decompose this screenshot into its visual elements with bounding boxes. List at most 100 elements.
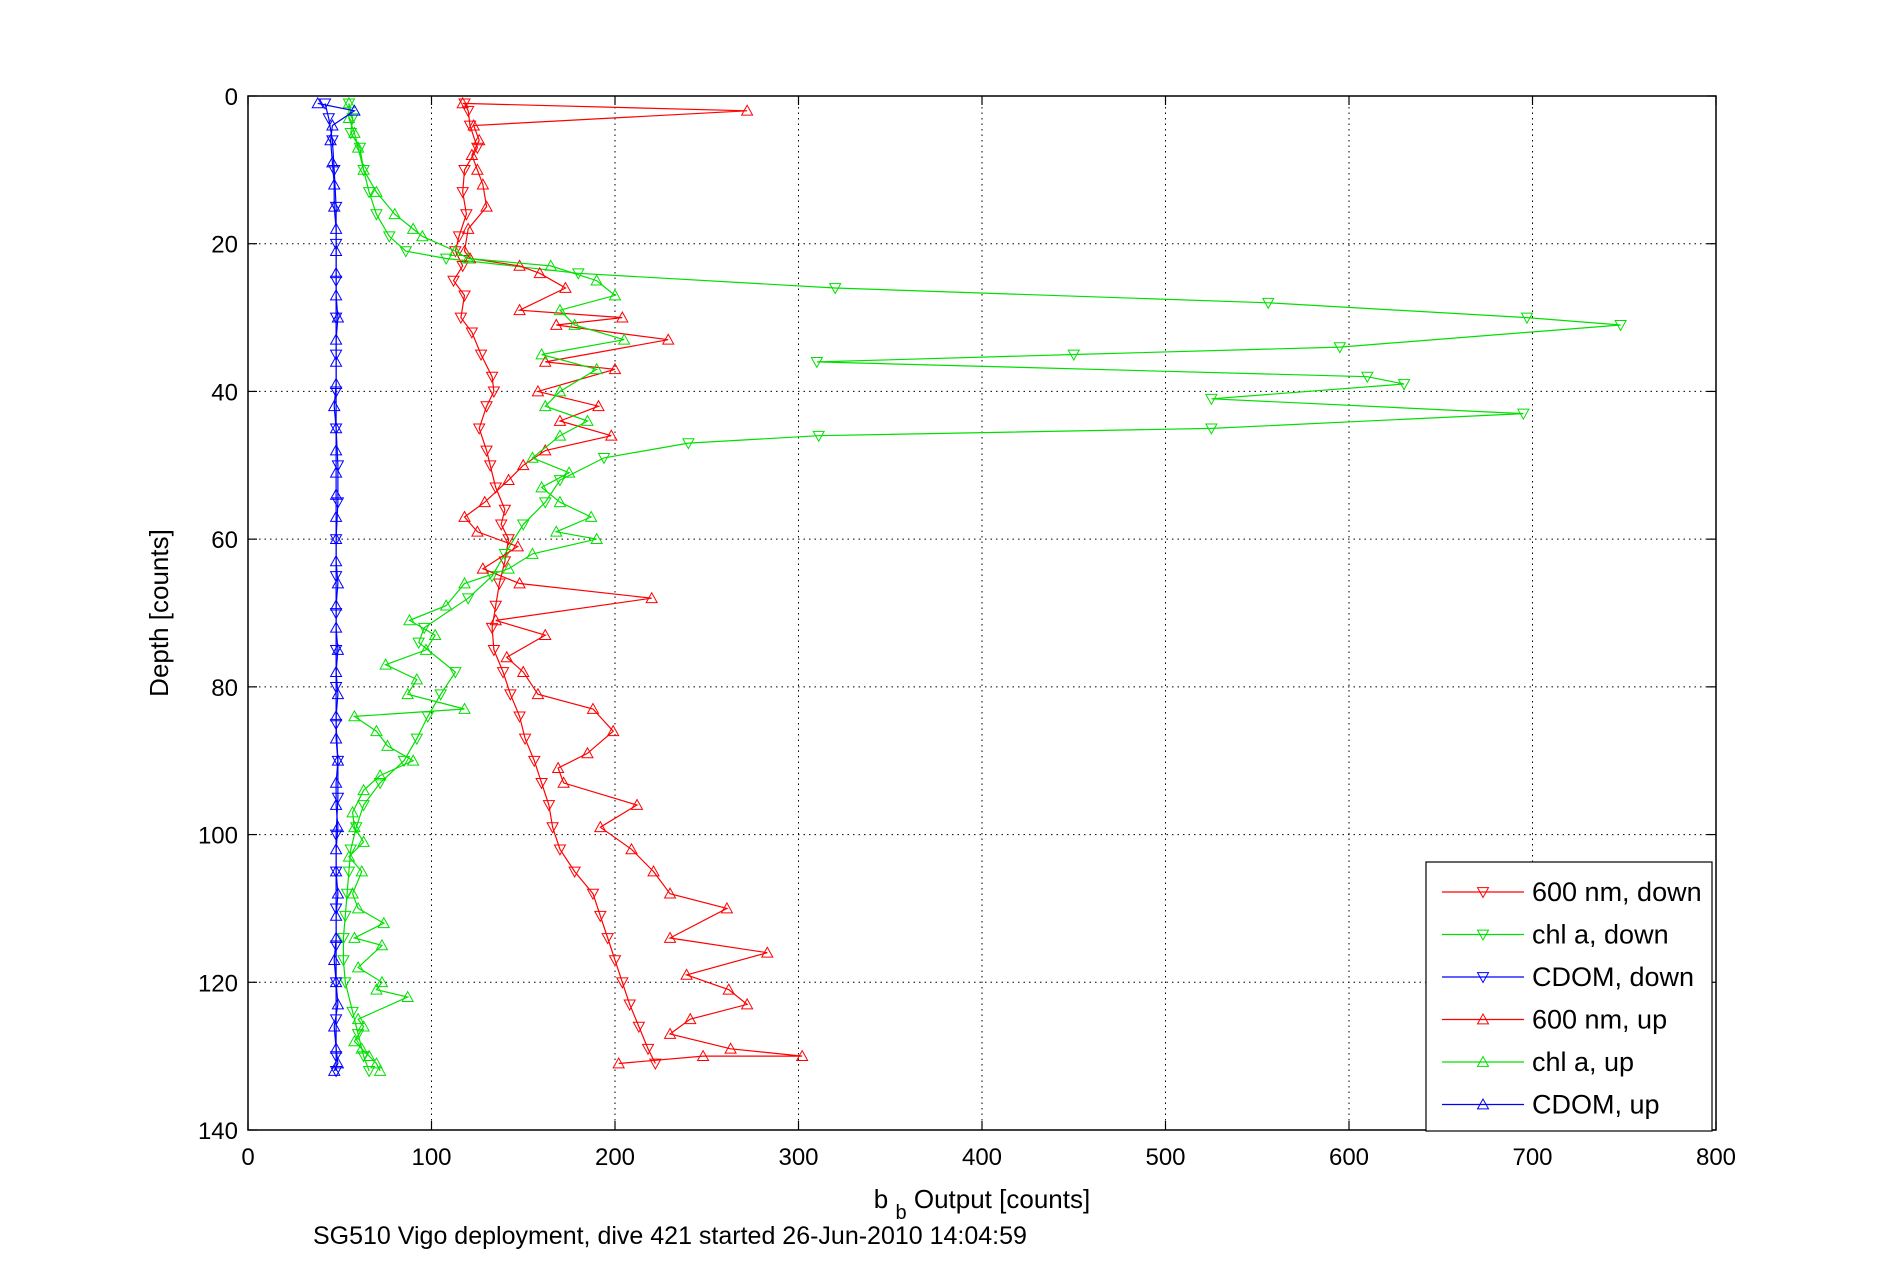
data-point <box>379 658 392 670</box>
data-point <box>720 901 734 914</box>
data-point <box>553 475 567 487</box>
data-point <box>1520 312 1534 325</box>
data-point <box>538 628 552 641</box>
data-point <box>516 458 530 471</box>
data-point <box>375 975 389 988</box>
data-point <box>329 599 343 611</box>
data-point <box>329 554 343 567</box>
plot-series <box>311 96 1627 1078</box>
data-point <box>590 362 603 375</box>
data-point <box>351 901 365 914</box>
series-chl-a-up <box>342 96 631 1076</box>
data-point <box>498 504 512 517</box>
data-point <box>456 96 470 109</box>
data-point <box>828 283 842 295</box>
data-point <box>329 776 343 788</box>
data-point <box>465 327 479 339</box>
data-point <box>474 349 488 362</box>
legend-item: CDOM, up <box>1442 1090 1660 1120</box>
data-point <box>553 303 567 316</box>
data-point <box>810 356 824 369</box>
data-point <box>535 777 548 790</box>
data-point <box>649 1058 662 1071</box>
data-point <box>760 946 774 958</box>
series-line <box>348 103 625 1072</box>
data-point <box>329 665 343 677</box>
data-point <box>329 443 343 456</box>
data-point <box>342 850 356 862</box>
data-point <box>357 1020 370 1032</box>
data-point <box>615 311 629 323</box>
data-point <box>489 613 503 626</box>
data-point <box>338 910 352 923</box>
data-point <box>615 977 629 989</box>
data-point <box>415 229 429 242</box>
data-point <box>329 681 343 694</box>
data-point <box>449 246 462 258</box>
data-point <box>494 519 508 531</box>
x-axis-label-subscript: b <box>896 1202 907 1224</box>
legend-marker <box>1476 1097 1490 1110</box>
data-point <box>1333 342 1347 354</box>
data-point <box>480 445 493 458</box>
x-axis-label-main: b <box>874 1184 888 1214</box>
data-point <box>604 429 618 441</box>
legend-item: chl a, down <box>1442 920 1669 950</box>
data-point <box>568 318 581 330</box>
data-point <box>680 968 693 980</box>
data-point <box>557 776 570 788</box>
legend-label: 600 nm, up <box>1532 1005 1667 1035</box>
data-point <box>500 650 514 663</box>
data-point <box>551 761 565 773</box>
data-point <box>382 231 396 243</box>
data-point <box>370 185 383 197</box>
legend-item: CDOM, down <box>1442 962 1694 992</box>
data-point <box>463 120 477 133</box>
data-point <box>351 1012 365 1025</box>
data-point <box>461 251 475 264</box>
data-point <box>329 1042 343 1054</box>
data-point <box>329 222 343 234</box>
data-point <box>348 931 361 943</box>
data-point <box>487 386 501 398</box>
data-point <box>412 637 426 650</box>
data-point <box>461 593 475 605</box>
data-point <box>612 1056 626 1069</box>
data-point <box>329 903 343 915</box>
data-point <box>346 113 359 125</box>
data-point <box>331 497 345 509</box>
data-point <box>351 141 365 153</box>
data-point <box>544 259 558 271</box>
data-point <box>410 733 424 746</box>
data-point <box>329 621 343 633</box>
legend-label: chl a, up <box>1532 1047 1634 1077</box>
data-point <box>485 622 499 635</box>
data-point <box>329 931 343 943</box>
data-point <box>331 687 345 700</box>
legend-label: CDOM, up <box>1532 1090 1660 1120</box>
data-point <box>513 576 526 589</box>
data-point <box>502 534 515 546</box>
data-point <box>370 724 383 737</box>
x-tick-label: 600 <box>1329 1144 1369 1171</box>
data-point <box>342 96 356 109</box>
grid <box>248 96 1716 1130</box>
series-line <box>342 103 1621 1072</box>
data-point <box>331 820 345 833</box>
data-point <box>458 702 471 714</box>
data-point <box>362 187 376 199</box>
data-point <box>410 672 424 685</box>
data-point <box>608 362 622 375</box>
data-point <box>584 510 598 522</box>
data-point <box>593 820 607 833</box>
data-point <box>329 201 343 214</box>
data-point <box>489 600 503 613</box>
data-point <box>329 312 343 325</box>
data-point <box>348 126 361 138</box>
data-point <box>502 473 515 485</box>
data-point <box>348 1034 361 1047</box>
data-point <box>329 798 343 810</box>
data-point <box>362 1049 376 1062</box>
data-point <box>553 414 567 426</box>
series-cdom-up <box>311 96 361 1076</box>
